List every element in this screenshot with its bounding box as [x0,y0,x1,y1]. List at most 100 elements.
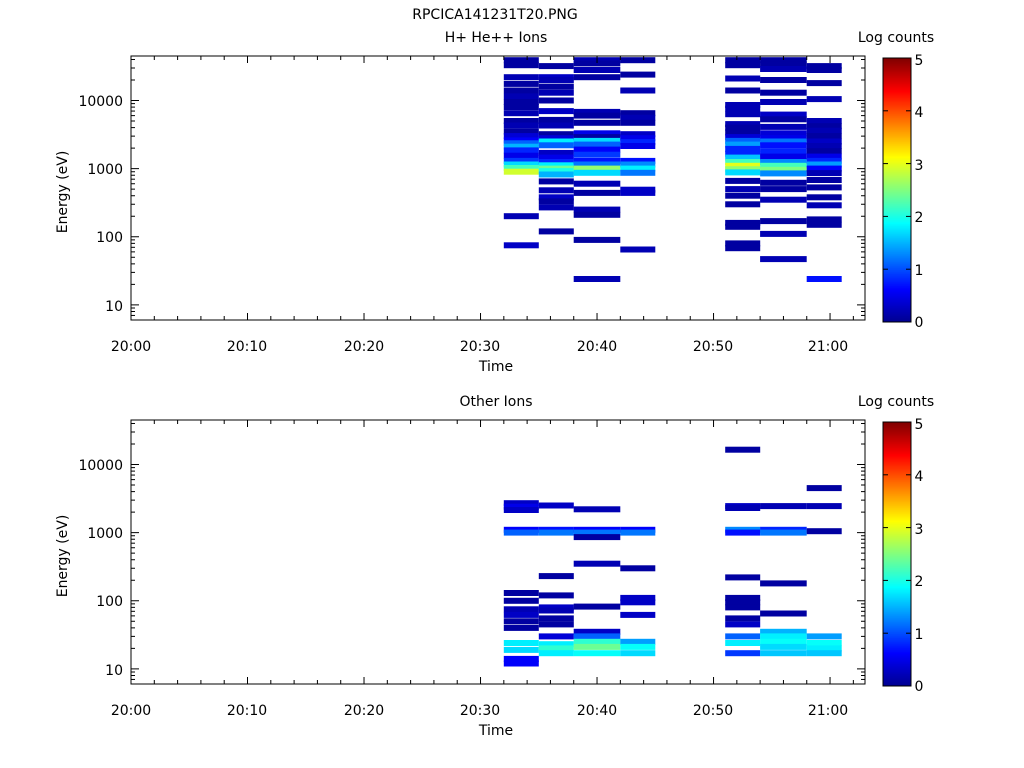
heatmap-cell [573,628,621,635]
heatmap-cell [806,138,842,145]
heatmap-cell [573,189,621,196]
colorbar-segment [883,494,911,497]
heatmap-cell [573,146,621,153]
heatmap-cell [725,57,761,64]
heatmap-cell [573,130,621,137]
heatmap-cell [725,186,761,193]
colorbar-segment [883,244,911,247]
heatmap-cell [503,606,539,613]
heatmap-cell [538,77,574,83]
colorbar-segment [883,432,911,435]
heatmap-cell [538,645,574,652]
ytick-label: 10 [105,299,123,315]
colorbar-segment [883,120,911,123]
colorbar-segment [883,588,911,591]
heatmap-cell [573,112,621,119]
heatmap-cells [503,446,842,667]
colorbar-segment [883,218,911,221]
ytick-label: 100 [96,230,123,246]
heatmap-cell [620,143,656,149]
heatmap-cell [725,129,761,136]
colorbar-segment [883,566,911,569]
heatmap-cell [620,110,656,117]
colorbar-segment [883,198,911,201]
colorbar-segment [883,532,911,535]
heatmap-cell [503,660,539,667]
heatmap-cell [620,57,656,64]
xtick-label: 20:10 [227,339,267,355]
heatmap-cell [760,159,807,165]
heatmap-cell [620,189,656,196]
colorbar-segment [883,204,911,207]
colorbar-tick-label: 3 [915,522,924,538]
heatmap-cell [620,135,656,142]
colorbar-segment [883,590,911,593]
heatmap-cell [503,104,539,111]
xtick-label: 20:30 [460,703,500,719]
colorbar-segment [883,202,911,205]
colorbar-segment [883,124,911,127]
heatmap-cell [760,628,807,635]
heatmap-cell [538,159,574,165]
colorbar-segment [883,96,911,99]
heatmap-cell [538,142,574,149]
colorbar-segment [883,282,911,285]
heatmap-cell [806,276,842,282]
colorbar-segment [883,76,911,79]
heatmap-cell [806,161,842,168]
colorbar-segment [883,562,911,565]
colorbar-segment [883,636,911,639]
colorbar-segment [883,236,911,239]
heatmap-cell [503,133,539,140]
heatmap-cell [760,153,807,160]
heatmap-cell [806,153,842,160]
panel-title: Other Ions [459,394,532,410]
xtick-label: 20:20 [344,339,384,355]
heatmap-cell [806,165,842,172]
heatmap-cell [725,505,761,511]
colorbar-segment [883,534,911,537]
heatmap-cell [620,87,656,94]
heatmap-cell [725,145,761,152]
colorbar-segment [883,118,911,121]
colorbar-segment [883,574,911,577]
colorbar-segment [883,178,911,181]
heatmap-cell [725,621,761,628]
heatmap-cell [503,590,539,596]
colorbar-segment [883,446,911,449]
colorbar-segment [883,444,911,447]
colorbar-segment [883,682,911,685]
colorbar-segment [883,288,911,291]
colorbar-label: Log counts [858,394,934,410]
heatmap-cell [503,507,539,513]
heatmap-cell [620,246,656,253]
heatmap-cell [725,75,761,82]
colorbar-segment [883,250,911,253]
heatmap-cell [760,111,807,118]
colorbar-segment [883,554,911,557]
colorbar-segment [883,546,911,549]
heatmap-cell [760,633,807,640]
heatmap-cell [806,202,842,209]
colorbar-segment [883,100,911,103]
colorbar-segment [883,116,911,119]
heatmap-cell [620,599,656,606]
xtick-label: 20:40 [577,703,617,719]
heatmap-cell [725,240,761,247]
colorbar-segment [883,228,911,231]
heatmap-cell [503,618,539,625]
heatmap-cell [503,93,539,100]
colorbar-tick-label: 2 [915,210,924,226]
xtick-label: 20:40 [577,339,617,355]
colorbar-segment [883,672,911,675]
heatmap-cell [725,599,761,606]
heatmap-cell [503,165,539,171]
heatmap-cell [503,640,539,646]
heatmap-cell [620,161,656,168]
colorbar-segment [883,582,911,585]
heatmap-cell [760,138,807,145]
colorbar-segment [883,162,911,165]
colorbar-segment [883,568,911,571]
colorbar-tick-label: 4 [915,105,924,121]
colorbar-segment [883,428,911,431]
